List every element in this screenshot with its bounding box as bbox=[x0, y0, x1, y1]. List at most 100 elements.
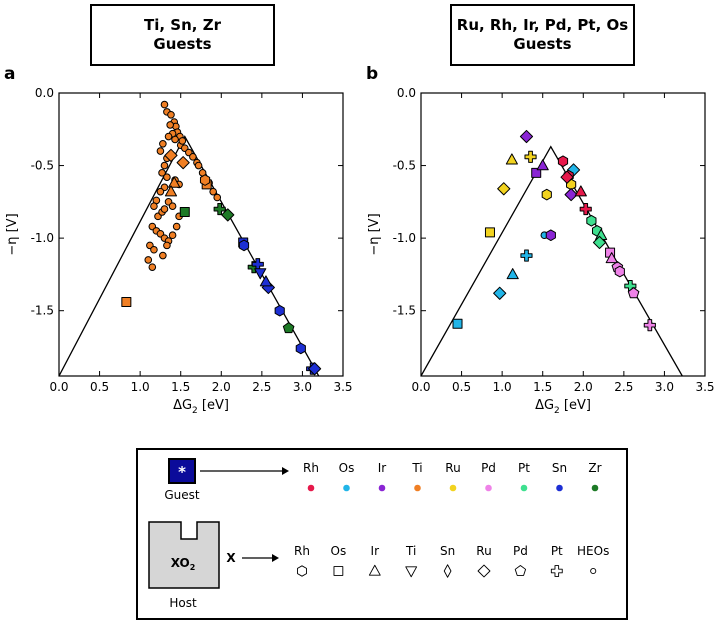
guest-element-label: Ir bbox=[378, 461, 387, 475]
host-element-label: Ru bbox=[476, 544, 491, 558]
data-point bbox=[144, 256, 153, 264]
x-tick-label: 0.5 bbox=[452, 380, 471, 394]
guest-element-dot bbox=[485, 484, 492, 492]
guest-asterisk: * bbox=[178, 463, 186, 481]
data-point bbox=[452, 318, 463, 329]
series-plus bbox=[520, 249, 533, 262]
series-plus bbox=[524, 150, 537, 163]
data-point bbox=[493, 286, 507, 300]
host-formula-subscript: 2 bbox=[190, 563, 196, 572]
data-point bbox=[295, 342, 306, 355]
x-tick-label: 3.0 bbox=[293, 380, 312, 394]
panel-b-title-box: Ru, Rh, Ir, Pd, Pt, Os Guests bbox=[450, 4, 635, 66]
guest-element-label: Rh bbox=[303, 461, 319, 475]
host-element-label: Ti bbox=[405, 544, 416, 558]
series-square bbox=[179, 207, 190, 218]
data-point bbox=[150, 245, 158, 254]
data-point bbox=[213, 193, 222, 202]
x-axis-label: ΔG2 [eV] bbox=[535, 398, 591, 416]
data-point bbox=[121, 296, 132, 307]
series-diamond bbox=[308, 362, 322, 376]
series-square bbox=[484, 227, 495, 238]
panel-a-title-box: Ti, Sn, Zr Guests bbox=[90, 4, 275, 66]
y-tick-label: -0.5 bbox=[31, 159, 54, 173]
data-point bbox=[605, 252, 618, 264]
guest-element-dot bbox=[520, 484, 528, 492]
host-element-marker bbox=[443, 564, 452, 578]
data-point bbox=[614, 265, 625, 278]
data-point bbox=[163, 241, 171, 250]
panel-a-title-line1: Ti, Sn, Zr bbox=[144, 16, 221, 34]
data-point bbox=[164, 185, 178, 197]
series-diamond bbox=[164, 148, 190, 170]
host-label: Host bbox=[169, 596, 197, 610]
legend-box: * Guest Rh Os Ir Ti Ru Pd Pt Sn Zr XO2 Host X Rh Os Ir Ti… bbox=[136, 448, 628, 620]
series-triangle-up bbox=[259, 275, 272, 287]
data-point bbox=[159, 251, 167, 260]
x-axis-label-subscript: 2 bbox=[192, 406, 198, 416]
data-point bbox=[160, 205, 169, 213]
series-plus bbox=[643, 319, 656, 332]
guest-label: Guest bbox=[164, 488, 200, 502]
guest-arrow-head bbox=[282, 467, 289, 475]
x-tick-label: 2.5 bbox=[614, 380, 633, 394]
y-tick-label: -1.5 bbox=[31, 304, 54, 318]
panel-a-title-line2: Guests bbox=[153, 35, 212, 53]
x-tick-label: 0.0 bbox=[49, 380, 68, 394]
series-diamond bbox=[493, 163, 581, 300]
x-tick-label: 2.0 bbox=[212, 380, 231, 394]
y-tick-label: -1.5 bbox=[393, 304, 416, 318]
x-axis-label-main: ΔG bbox=[173, 398, 192, 413]
x-tick-label: 0.0 bbox=[411, 380, 430, 394]
guest-element-label: Pd bbox=[481, 461, 496, 475]
series-hexagon bbox=[545, 229, 556, 242]
series-pentagon bbox=[611, 261, 640, 299]
host-formula: XO2 bbox=[171, 556, 196, 572]
data-point bbox=[519, 129, 534, 144]
x-tick-label: 2.0 bbox=[574, 380, 593, 394]
host-element-label: Pt bbox=[551, 544, 563, 558]
series-plus bbox=[579, 203, 592, 216]
series-pentagon bbox=[282, 322, 295, 334]
data-point bbox=[176, 156, 190, 170]
guest-element-dot bbox=[343, 484, 350, 492]
data-point bbox=[484, 227, 495, 238]
host-element-marker bbox=[405, 566, 418, 578]
data-point bbox=[156, 187, 165, 196]
data-point bbox=[579, 203, 592, 216]
plot-frame bbox=[420, 92, 706, 377]
x-axis-label-unit: [eV] bbox=[560, 398, 591, 413]
host-arrow-head bbox=[272, 554, 279, 562]
data-point bbox=[497, 182, 511, 196]
data-point bbox=[643, 319, 656, 332]
plot-area bbox=[59, 100, 322, 376]
series-hexagon bbox=[274, 304, 306, 355]
data-point bbox=[592, 235, 607, 250]
guest-element-dot bbox=[556, 484, 563, 492]
series-diamond bbox=[592, 235, 607, 250]
guest-element-label: Ti bbox=[411, 461, 422, 475]
data-point bbox=[164, 148, 178, 163]
host-element-marker bbox=[333, 566, 344, 576]
data-point bbox=[199, 174, 211, 186]
data-point bbox=[150, 202, 158, 210]
data-point bbox=[520, 249, 533, 262]
host-element-marker bbox=[514, 565, 527, 576]
y-axis-label: −η [V] bbox=[5, 213, 20, 255]
x-axis-label-unit: [eV] bbox=[198, 398, 229, 413]
volcano-line bbox=[59, 135, 320, 376]
series-hexagon bbox=[199, 174, 211, 186]
data-point bbox=[574, 185, 587, 197]
data-point bbox=[168, 176, 181, 188]
data-point bbox=[156, 147, 165, 155]
data-point bbox=[536, 159, 549, 171]
host-element-label: Sn bbox=[440, 544, 455, 558]
data-point bbox=[545, 229, 556, 242]
guest-element-label: Ru bbox=[445, 461, 460, 475]
y-tick-label: -1.0 bbox=[31, 231, 54, 245]
data-point bbox=[557, 155, 569, 168]
series-triangle-down bbox=[254, 268, 267, 280]
data-point bbox=[168, 231, 177, 240]
guest-element-dot bbox=[591, 484, 599, 492]
